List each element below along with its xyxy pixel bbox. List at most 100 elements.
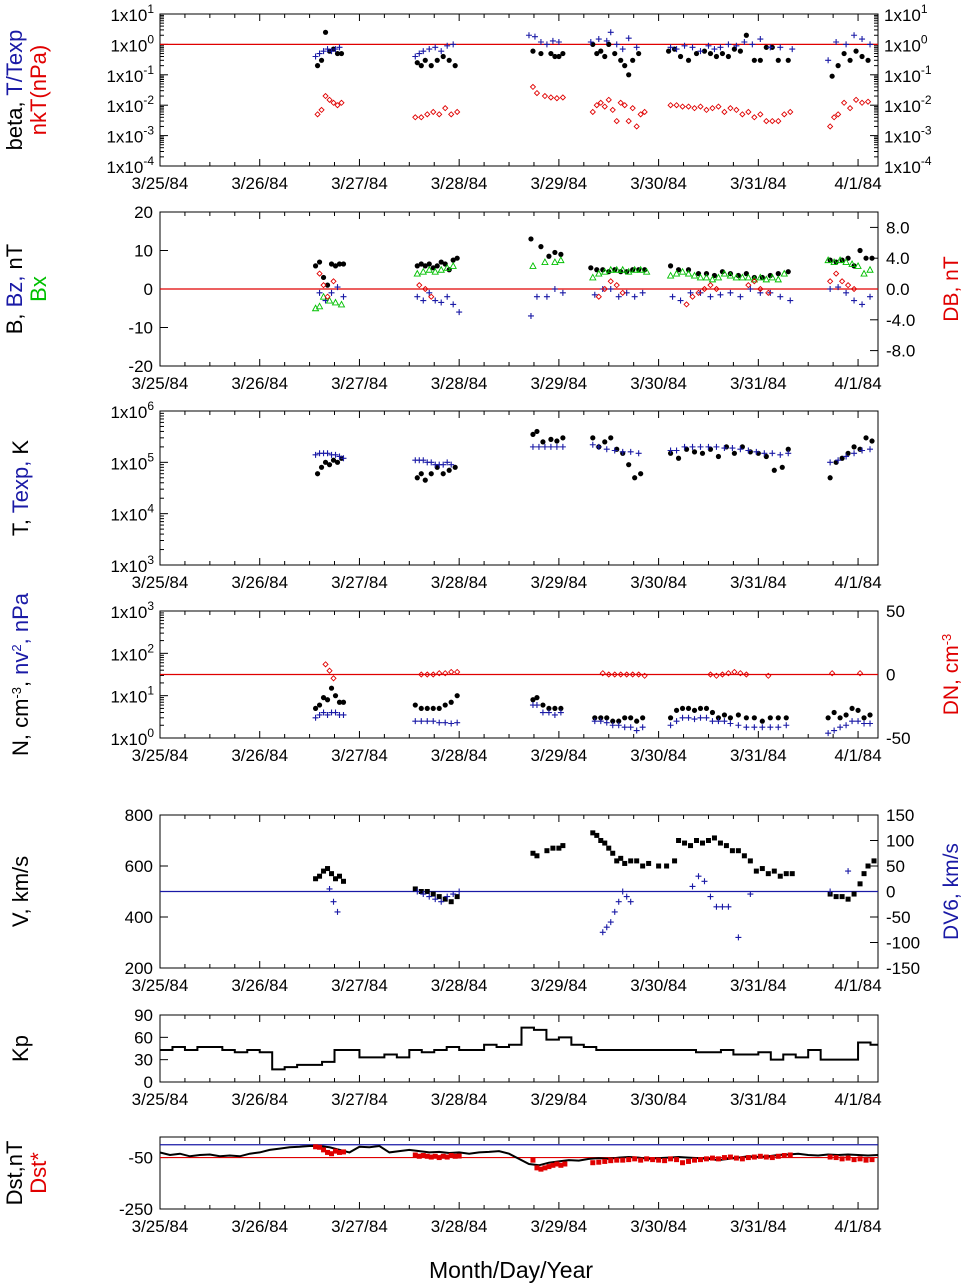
y-axis-label: B, Bz, nT xyxy=(2,244,27,335)
data-point xyxy=(851,891,857,897)
panel-dst: 3/25/84 3/26/84 3/27/84 3/28/84 3/29/84 3/30/… xyxy=(2,1136,882,1236)
y-tick-label: 200 xyxy=(125,959,153,978)
y-tick-label-right: 1x10-4 xyxy=(884,154,932,177)
data-point xyxy=(589,108,596,116)
data-point xyxy=(547,94,555,101)
data-point xyxy=(315,302,324,310)
data-point xyxy=(713,903,720,910)
data-point xyxy=(540,702,546,708)
data-point xyxy=(721,712,728,718)
y-right-tick-label: -150 xyxy=(886,959,920,978)
data-point xyxy=(598,48,604,54)
y-axis-label-2: Bx xyxy=(26,276,51,302)
data-point xyxy=(318,57,325,63)
data-point xyxy=(428,459,435,466)
x-tick-label: 3/31/84 xyxy=(730,746,787,765)
data-point xyxy=(861,720,868,727)
data-point xyxy=(324,46,331,53)
tick-base: 1x10 xyxy=(110,603,147,622)
data-point xyxy=(678,267,687,275)
data-point xyxy=(558,1162,564,1168)
data-point xyxy=(787,297,794,304)
data-point xyxy=(412,718,419,725)
data-point xyxy=(599,670,606,677)
y-right-tick-label: -50 xyxy=(886,729,911,748)
data-point xyxy=(534,428,540,435)
data-point xyxy=(759,724,766,731)
y-tick-label: 1x104 xyxy=(110,502,154,525)
data-point xyxy=(691,449,698,455)
y-tick-label: 1x103 xyxy=(110,553,154,576)
x-tick-label: 3/26/84 xyxy=(231,1217,288,1236)
tick-base: 1x10 xyxy=(106,67,143,86)
data-point xyxy=(771,467,777,473)
y-tick-label: 400 xyxy=(125,908,153,927)
x-tick-label: 3/27/84 xyxy=(331,374,388,393)
data-point xyxy=(667,263,674,269)
data-point xyxy=(559,443,566,450)
data-point xyxy=(689,443,696,450)
data-point xyxy=(685,57,692,63)
data-point xyxy=(448,461,455,468)
data-point xyxy=(757,289,764,296)
data-point xyxy=(590,830,596,836)
data-point xyxy=(617,671,624,678)
data-point xyxy=(639,724,646,731)
y-tick-label: 30 xyxy=(134,1051,153,1070)
y-tick-label: 60 xyxy=(134,1028,153,1047)
data-point xyxy=(337,873,342,879)
plot-area xyxy=(160,236,878,319)
data-point xyxy=(729,445,736,452)
y-tick-label-right: 1x10-1 xyxy=(884,63,932,86)
data-point xyxy=(719,671,726,678)
data-point xyxy=(634,858,640,864)
data-point xyxy=(709,1155,715,1161)
label-part: -3 xyxy=(9,687,24,699)
data-point xyxy=(601,285,608,293)
data-point xyxy=(628,858,634,864)
data-point xyxy=(741,38,748,45)
data-point xyxy=(326,885,333,892)
data-point xyxy=(849,718,856,725)
data-point xyxy=(714,273,723,281)
data-point xyxy=(680,1160,686,1166)
series-kp xyxy=(160,1026,878,1071)
data-point xyxy=(855,718,862,725)
data-point xyxy=(436,111,443,118)
data-point xyxy=(432,44,439,51)
tick-base: 1x10 xyxy=(884,36,921,55)
x-tick-label: 3/30/84 xyxy=(630,174,687,193)
data-point xyxy=(430,671,437,678)
data-point xyxy=(759,866,765,872)
data-point xyxy=(843,41,850,48)
data-point xyxy=(618,855,624,861)
series-dst xyxy=(313,1144,875,1172)
data-point xyxy=(775,715,781,721)
data-point xyxy=(865,863,871,869)
data-point xyxy=(549,37,556,44)
data-point xyxy=(690,271,699,279)
data-point xyxy=(733,42,740,49)
data-point xyxy=(696,273,705,281)
data-point xyxy=(831,709,837,716)
data-point xyxy=(418,471,424,477)
series-texp xyxy=(312,441,874,468)
x-tick-label: 3/26/84 xyxy=(231,374,288,393)
data-point xyxy=(735,712,741,718)
data-point xyxy=(553,443,560,450)
data-point xyxy=(851,32,858,39)
data-point xyxy=(867,720,874,727)
y-tick-label: 1x100 xyxy=(110,726,154,749)
data-point xyxy=(325,866,331,872)
data-point xyxy=(768,273,777,281)
data-point xyxy=(338,99,345,106)
data-point xyxy=(825,57,832,64)
data-point xyxy=(595,269,603,277)
data-point xyxy=(763,44,769,50)
x-tick-label: 3/28/84 xyxy=(431,174,488,193)
label-part: nT xyxy=(2,244,27,270)
data-point xyxy=(701,48,708,54)
data-point xyxy=(420,457,427,464)
data-point xyxy=(612,265,621,273)
data-point xyxy=(840,99,848,106)
